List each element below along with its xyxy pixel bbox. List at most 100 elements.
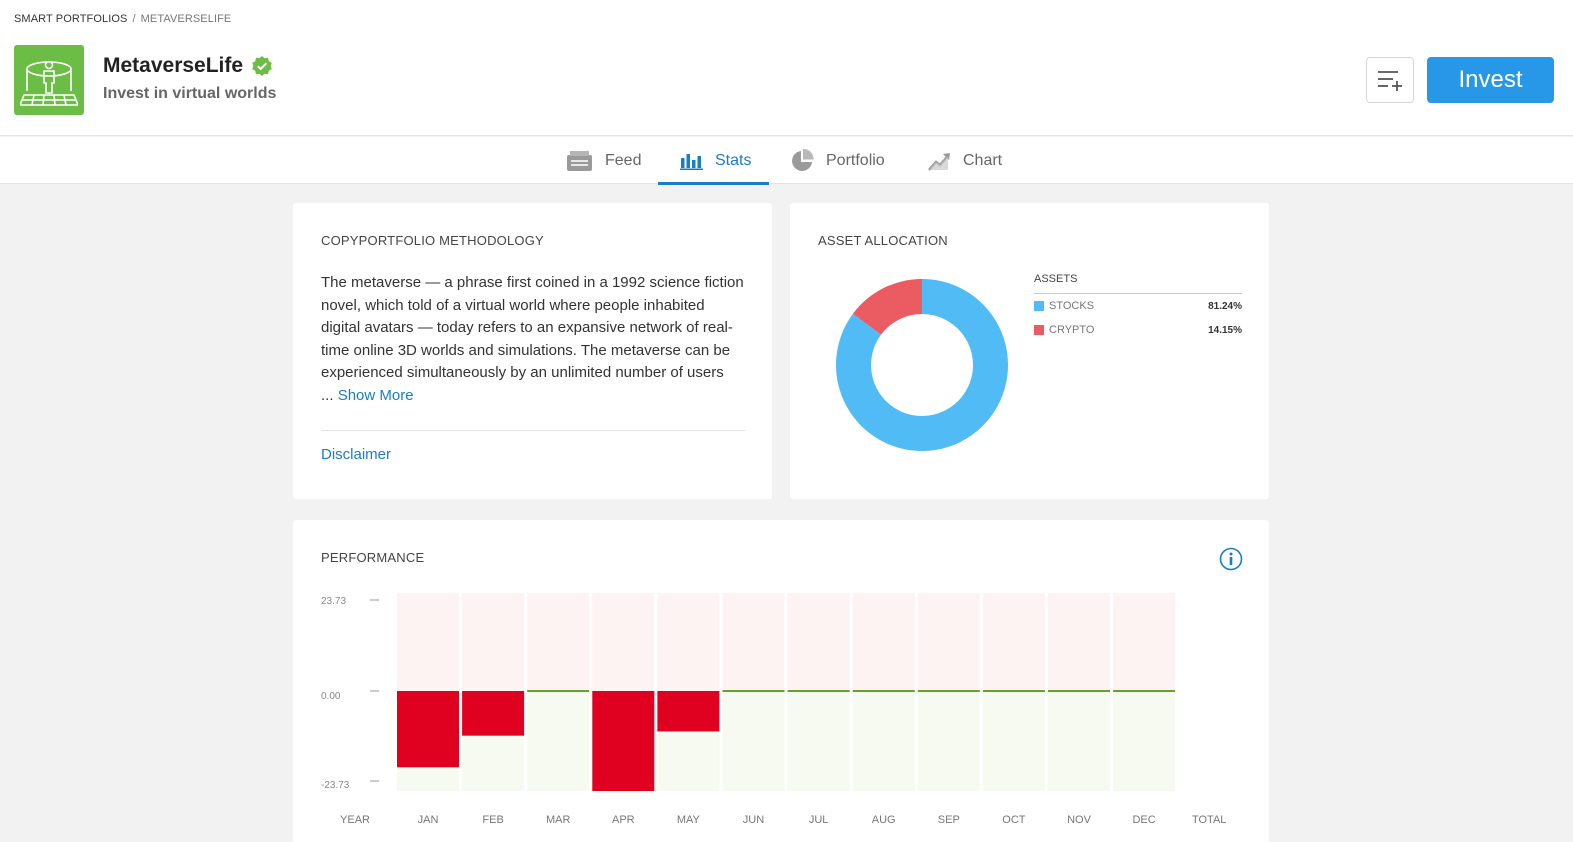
positive-zone bbox=[1048, 593, 1110, 691]
tab-chart[interactable]: Chart bbox=[928, 137, 1002, 184]
month-label-aug: AUG bbox=[872, 814, 896, 826]
month-label-jan: JAN bbox=[418, 814, 439, 826]
tab-label: Portfolio bbox=[826, 151, 885, 169]
month-label-oct: OCT bbox=[1002, 814, 1026, 826]
positive-zone bbox=[722, 593, 785, 691]
positive-zone bbox=[1113, 593, 1176, 691]
breadcrumb: SMART PORTFOLIOS / METAVERSELIFE bbox=[14, 13, 231, 25]
legend-value: 81.24% bbox=[1208, 300, 1242, 312]
negative-zone bbox=[917, 691, 980, 791]
asset-allocation-card: ASSET ALLOCATION ASSETS STOCKS 81.24% CR… bbox=[790, 203, 1269, 499]
month-label-jun: JUN bbox=[743, 814, 764, 826]
performance-bar-jan[interactable] bbox=[397, 691, 459, 768]
performance-bar-feb[interactable] bbox=[462, 691, 525, 736]
performance-bar-chart: 23.73 0.00 -23.73 JAN FEB MAR APR MAY JUN JUL AUG S… bbox=[321, 593, 1226, 826]
allocation-legend: ASSETS STOCKS 81.24% CRYPTO 14.15% bbox=[1034, 273, 1242, 342]
invest-button[interactable]: Invest bbox=[1427, 57, 1554, 103]
month-label-mar: MAR bbox=[546, 814, 571, 826]
performance-bar-aug[interactable] bbox=[852, 690, 915, 692]
month-label-dec: DEC bbox=[1132, 814, 1155, 826]
legend-name: STOCKS bbox=[1049, 300, 1095, 312]
performance-bar-mar[interactable] bbox=[527, 690, 590, 692]
performance-bar-may[interactable] bbox=[657, 691, 720, 732]
feed-icon bbox=[567, 150, 592, 171]
donut-slice-stocks[interactable] bbox=[836, 279, 1008, 451]
add-to-watchlist-button[interactable] bbox=[1366, 57, 1414, 103]
legend-title: ASSETS bbox=[1034, 273, 1242, 294]
performance-bar-jun[interactable] bbox=[722, 690, 785, 692]
methodology-text: The metaverse — a phrase first coined in… bbox=[321, 272, 746, 407]
performance-title: PERFORMANCE bbox=[321, 550, 425, 565]
month-label-nov: NOV bbox=[1067, 814, 1092, 826]
pie-icon bbox=[792, 148, 814, 171]
positive-zone bbox=[397, 593, 459, 691]
month-label-may: MAY bbox=[677, 814, 701, 826]
show-more-link[interactable]: Show More bbox=[337, 386, 414, 404]
portfolio-tagline: Invest in virtual worlds bbox=[103, 85, 277, 102]
month-label-sep: SEP bbox=[938, 814, 960, 826]
tab-label: Stats bbox=[715, 151, 752, 169]
tab-portfolio[interactable]: Portfolio bbox=[790, 137, 885, 184]
y-tick-label: 0.00 bbox=[321, 691, 341, 702]
legend-item-stocks[interactable]: STOCKS 81.24% bbox=[1034, 294, 1242, 318]
disclaimer-link[interactable]: Disclaimer bbox=[321, 446, 392, 463]
methodology-body: The metaverse — a phrase first coined in… bbox=[321, 274, 744, 381]
negative-zone bbox=[1113, 691, 1176, 791]
positive-zone bbox=[657, 593, 720, 691]
positive-zone bbox=[592, 593, 655, 691]
positive-zone bbox=[462, 593, 525, 691]
legend-value: 14.15% bbox=[1208, 324, 1242, 336]
performance-card: PERFORMANCE 23.73 0.00 -23.73 JAN FEB MAR APR M… bbox=[293, 520, 1269, 842]
allocation-title: ASSET ALLOCATION bbox=[818, 233, 948, 248]
month-label-apr: APR bbox=[612, 814, 635, 826]
tab-stats[interactable]: Stats bbox=[657, 137, 771, 185]
stats-icon bbox=[680, 153, 703, 170]
negative-zone bbox=[982, 691, 1045, 791]
donut-slice-crypto[interactable] bbox=[852, 279, 922, 335]
tab-bar: Feed Stats Portfolio Chart bbox=[0, 137, 1573, 185]
portfolio-name: MetaverseLife bbox=[103, 54, 244, 77]
negative-zone bbox=[1048, 691, 1110, 791]
positive-zone bbox=[527, 593, 590, 691]
breadcrumb-separator: / bbox=[132, 13, 136, 25]
portfolio-logo bbox=[14, 45, 84, 115]
tab-label: Feed bbox=[605, 151, 642, 169]
negative-zone bbox=[722, 691, 785, 791]
info-icon[interactable] bbox=[1219, 547, 1243, 571]
divider bbox=[321, 430, 745, 431]
positive-zone bbox=[852, 593, 915, 691]
performance-bar-dec[interactable] bbox=[1113, 690, 1176, 692]
metaverse-person-icon bbox=[20, 60, 78, 106]
negative-zone bbox=[787, 691, 850, 791]
portfolio-title: MetaverseLife bbox=[103, 54, 273, 78]
month-label-feb: FEB bbox=[482, 814, 503, 826]
performance-bar-jul[interactable] bbox=[787, 690, 850, 692]
tab-feed[interactable]: Feed bbox=[566, 137, 641, 184]
performance-bar-apr[interactable] bbox=[592, 691, 655, 791]
performance-bar-nov[interactable] bbox=[1048, 690, 1110, 692]
legend-swatch bbox=[1034, 301, 1044, 311]
breadcrumb-root[interactable]: SMART PORTFOLIOS bbox=[14, 13, 128, 25]
performance-bar-oct[interactable] bbox=[982, 690, 1045, 692]
breadcrumb-current: METAVERSELIFE bbox=[140, 13, 232, 25]
performance-bar-sep[interactable] bbox=[917, 690, 980, 692]
methodology-title: COPYPORTFOLIO METHODOLOGY bbox=[321, 233, 544, 248]
y-tick-label: -23.73 bbox=[321, 780, 350, 791]
portfolio-header: SMART PORTFOLIOS / METAVERSELIFE Metaverse… bbox=[0, 0, 1573, 136]
month-label-jul: JUL bbox=[809, 814, 829, 826]
negative-zone bbox=[852, 691, 915, 791]
tab-label: Chart bbox=[963, 151, 1003, 169]
allocation-donut-chart bbox=[836, 279, 1008, 451]
positive-zone bbox=[917, 593, 980, 691]
chart-icon bbox=[928, 152, 950, 171]
positive-zone bbox=[787, 593, 850, 691]
y-tick-label: 23.73 bbox=[321, 596, 346, 607]
add-to-list-icon bbox=[1378, 71, 1402, 91]
positive-zone bbox=[982, 593, 1045, 691]
legend-item-crypto[interactable]: CRYPTO 14.15% bbox=[1034, 318, 1242, 342]
legend-swatch bbox=[1034, 325, 1044, 335]
negative-zone bbox=[527, 691, 590, 791]
methodology-card: COPYPORTFOLIO METHODOLOGY The metaverse … bbox=[293, 203, 772, 499]
methodology-ellipsis: ... bbox=[321, 386, 334, 404]
year-label: YEAR bbox=[340, 814, 370, 826]
